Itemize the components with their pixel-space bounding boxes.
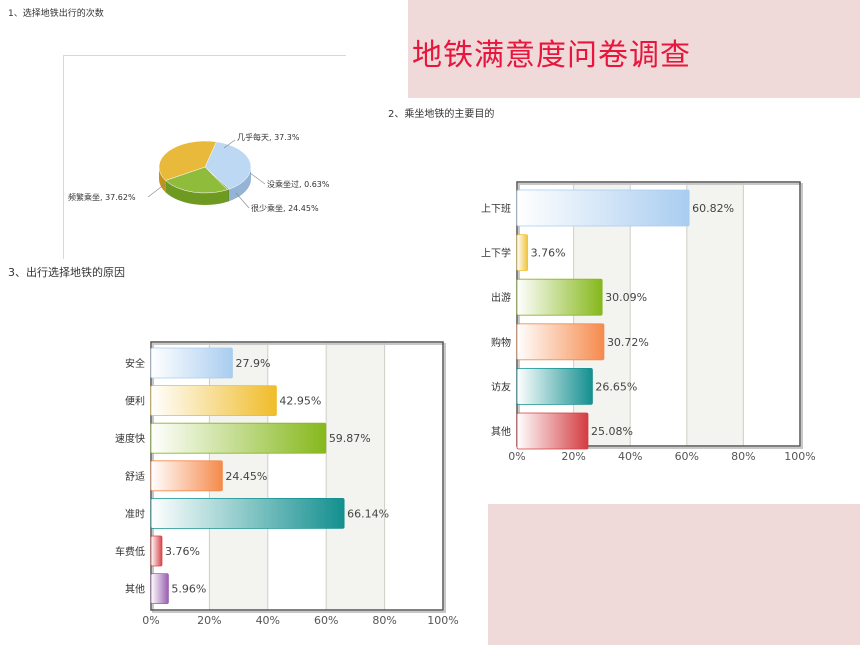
x-tick-label: 20% bbox=[561, 450, 585, 463]
bar bbox=[150, 385, 277, 416]
pie-slice bbox=[165, 166, 228, 194]
category-label: 便利 bbox=[125, 395, 145, 408]
bar-value-label: 30.72% bbox=[607, 336, 649, 349]
purpose-bar-chart: 60.82% 上下班 3.76% 上下学 30.09% 出游 30.72% 购物 26.65% 访… bbox=[453, 168, 815, 484]
category-label: 速度快 bbox=[115, 432, 145, 445]
bar-value-label: 30.09% bbox=[605, 291, 647, 304]
category-label: 出游 bbox=[491, 291, 511, 304]
category-label: 其他 bbox=[491, 425, 511, 438]
category-label: 车费低 bbox=[115, 545, 145, 558]
pie-label: 没乘坐过, 0.63% bbox=[267, 179, 330, 189]
purpose-bar-svg: 60.82% 上下班 3.76% 上下学 30.09% 出游 30.72% 购物 26.65% 访… bbox=[481, 181, 815, 463]
x-tick-label: 0% bbox=[142, 614, 159, 627]
category-label: 准时 bbox=[125, 508, 145, 520]
pie-slice bbox=[158, 140, 217, 181]
bar-value-label: 5.96% bbox=[171, 583, 206, 596]
reason-bar-chart: 27.9% 安全 42.95% 便利 59.87% 速度快 24.45% 舒适 66.14% 准时… bbox=[96, 326, 460, 644]
question-1-caption: 1、选择地铁出行的次数 bbox=[8, 9, 104, 19]
x-tick-label: 100% bbox=[784, 450, 815, 463]
category-label: 购物 bbox=[491, 336, 511, 349]
x-tick-label: 40% bbox=[618, 450, 642, 463]
question-2-caption: 2、乘坐地铁的主要目的 bbox=[388, 109, 495, 120]
bar bbox=[150, 347, 233, 379]
pie-leader-line bbox=[223, 139, 236, 149]
frequency-pie-chart: 几乎每天, 37.3% 没乘坐过, 0.63% 很少乘坐, 24.45% 频繁乘坐, … bbox=[63, 55, 346, 259]
pie-label: 频繁乘坐, 37.62% bbox=[68, 192, 136, 202]
pie-slice-side bbox=[227, 189, 229, 202]
decorative-panel bbox=[488, 504, 860, 645]
bar-value-label: 25.08% bbox=[591, 425, 633, 438]
x-tick-label: 40% bbox=[256, 614, 280, 627]
x-tick-label: 60% bbox=[314, 614, 338, 627]
reason-bar-svg: 27.9% 安全 42.95% 便利 59.87% 速度快 24.45% 舒适 66.14% 准时… bbox=[115, 341, 459, 627]
category-label: 舒适 bbox=[125, 470, 145, 483]
bar bbox=[516, 323, 605, 361]
bar bbox=[516, 278, 603, 316]
pie-leader-line bbox=[249, 172, 266, 185]
bar bbox=[150, 497, 345, 529]
x-tick-label: 100% bbox=[427, 614, 458, 627]
pie-chart-svg: 几乎每天, 37.3% 没乘坐过, 0.63% 很少乘坐, 24.45% 频繁乘坐, … bbox=[68, 132, 330, 213]
x-tick-label: 0% bbox=[508, 450, 525, 463]
category-label: 上下学 bbox=[481, 247, 511, 260]
bar-value-label: 66.14% bbox=[347, 507, 389, 520]
bar-value-label: 3.76% bbox=[531, 247, 566, 260]
bar bbox=[516, 367, 593, 405]
category-label: 安全 bbox=[125, 357, 145, 370]
grid-band bbox=[686, 182, 744, 446]
pie-leader-line bbox=[235, 192, 250, 209]
bar-value-label: 27.9% bbox=[235, 357, 270, 370]
pie-slice-side bbox=[159, 167, 166, 193]
plot-shadow bbox=[518, 183, 803, 449]
page-title: 地铁满意度问卷调查 bbox=[412, 38, 691, 73]
question-3-caption: 3、出行选择地铁的原因 bbox=[8, 266, 125, 279]
category-label: 上下班 bbox=[481, 203, 511, 215]
bar bbox=[150, 535, 163, 567]
bar bbox=[150, 460, 223, 492]
x-tick-label: 20% bbox=[197, 614, 221, 627]
x-tick-label: 80% bbox=[731, 450, 755, 463]
category-label: 访友 bbox=[491, 380, 511, 393]
pie-leader-line bbox=[147, 183, 166, 198]
bar-value-label: 3.76% bbox=[165, 545, 200, 558]
x-tick-label: 80% bbox=[372, 614, 396, 627]
bar bbox=[516, 234, 529, 271]
pie-label: 几乎每天, 37.3% bbox=[237, 132, 300, 142]
bar bbox=[516, 412, 589, 450]
bar-value-label: 59.87% bbox=[329, 432, 371, 445]
bar bbox=[516, 189, 690, 227]
bar bbox=[150, 422, 327, 454]
grid-band bbox=[326, 342, 385, 610]
x-tick-label: 60% bbox=[675, 450, 699, 463]
category-label: 其他 bbox=[125, 583, 145, 596]
bar-value-label: 42.95% bbox=[279, 395, 321, 408]
bar-value-label: 60.82% bbox=[692, 202, 734, 215]
bar-value-label: 26.65% bbox=[595, 380, 637, 393]
bar bbox=[150, 573, 169, 605]
title-panel bbox=[408, 0, 860, 98]
bar-value-label: 24.45% bbox=[225, 470, 267, 483]
pie-label: 很少乘坐, 24.45% bbox=[251, 203, 319, 213]
